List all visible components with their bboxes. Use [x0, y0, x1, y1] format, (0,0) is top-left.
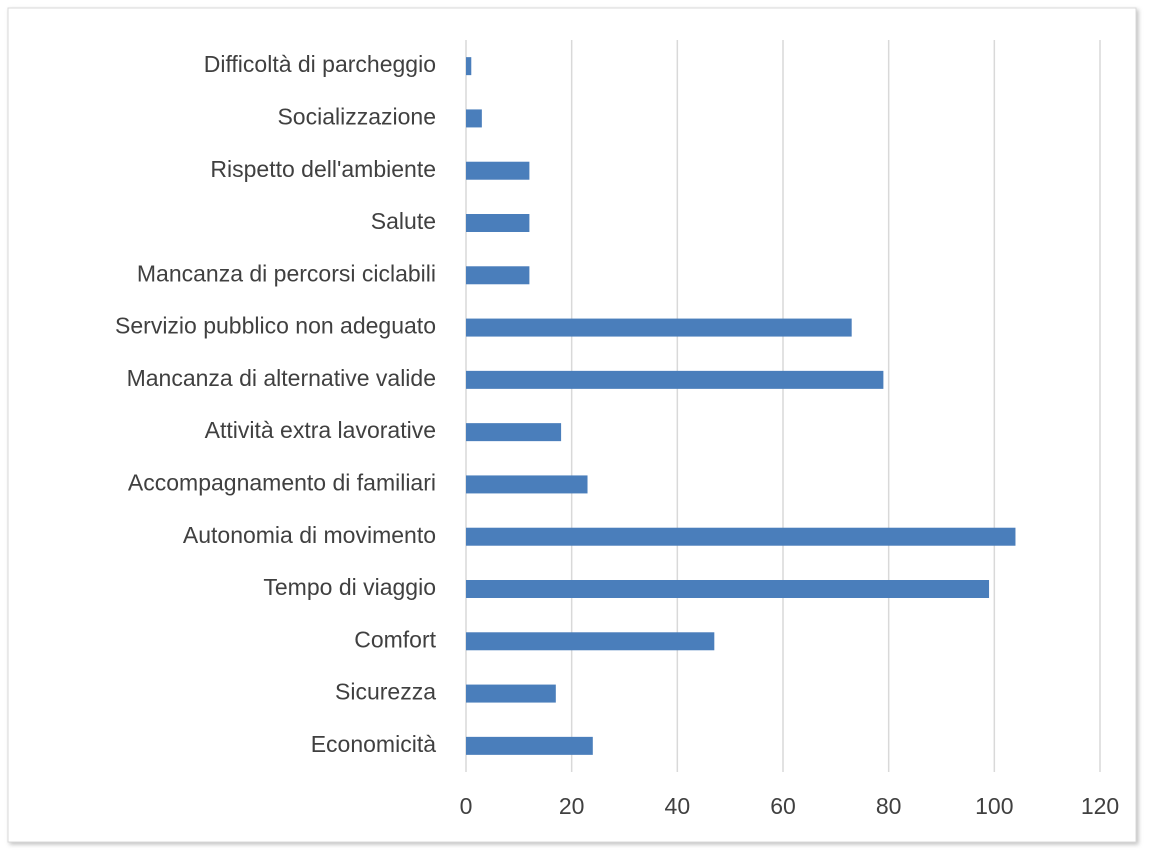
- y-tick-label: Difficoltà di parcheggio: [204, 51, 436, 77]
- bar: [466, 423, 562, 442]
- bar: [466, 57, 472, 76]
- x-tick-label: 0: [460, 793, 473, 819]
- bar: [466, 370, 884, 389]
- y-tick-label: Salute: [371, 208, 436, 234]
- bar: [466, 214, 530, 232]
- y-tick-label: Mancanza di alternative valide: [127, 365, 436, 391]
- y-tick-label: Comfort: [354, 626, 436, 652]
- bar: [466, 580, 990, 598]
- y-tick-label: Autonomia di movimento: [183, 522, 436, 548]
- bar: [466, 684, 556, 703]
- bar: [466, 475, 588, 494]
- y-tick-label: Socializzazione: [277, 104, 436, 130]
- x-tick-label: 80: [876, 793, 902, 819]
- y-tick-label: Attività extra lavorative: [205, 417, 436, 443]
- y-tick-label: Tempo di viaggio: [263, 574, 436, 600]
- bar: [466, 318, 852, 337]
- y-tick-label: Sicurezza: [335, 679, 436, 705]
- y-tick-label: Rispetto dell'ambiente: [210, 156, 436, 182]
- x-tick-label: 60: [770, 793, 796, 819]
- x-tick-label: 100: [975, 793, 1013, 819]
- bar: [466, 736, 593, 755]
- x-tick-label: 20: [559, 793, 585, 819]
- bar: [466, 632, 715, 651]
- y-tick-label: Mancanza di percorsi ciclabili: [137, 260, 436, 286]
- y-tick-label: Servizio pubblico non adeguato: [115, 313, 436, 339]
- bar: [466, 266, 530, 285]
- bar: [466, 161, 530, 180]
- x-tick-label: 120: [1081, 793, 1119, 819]
- y-tick-label: Accompagnamento di familiari: [128, 470, 436, 496]
- y-tick-label: Economicità: [311, 731, 436, 757]
- x-tick-label: 40: [665, 793, 691, 819]
- bar: [466, 109, 482, 128]
- bar: [466, 527, 1016, 546]
